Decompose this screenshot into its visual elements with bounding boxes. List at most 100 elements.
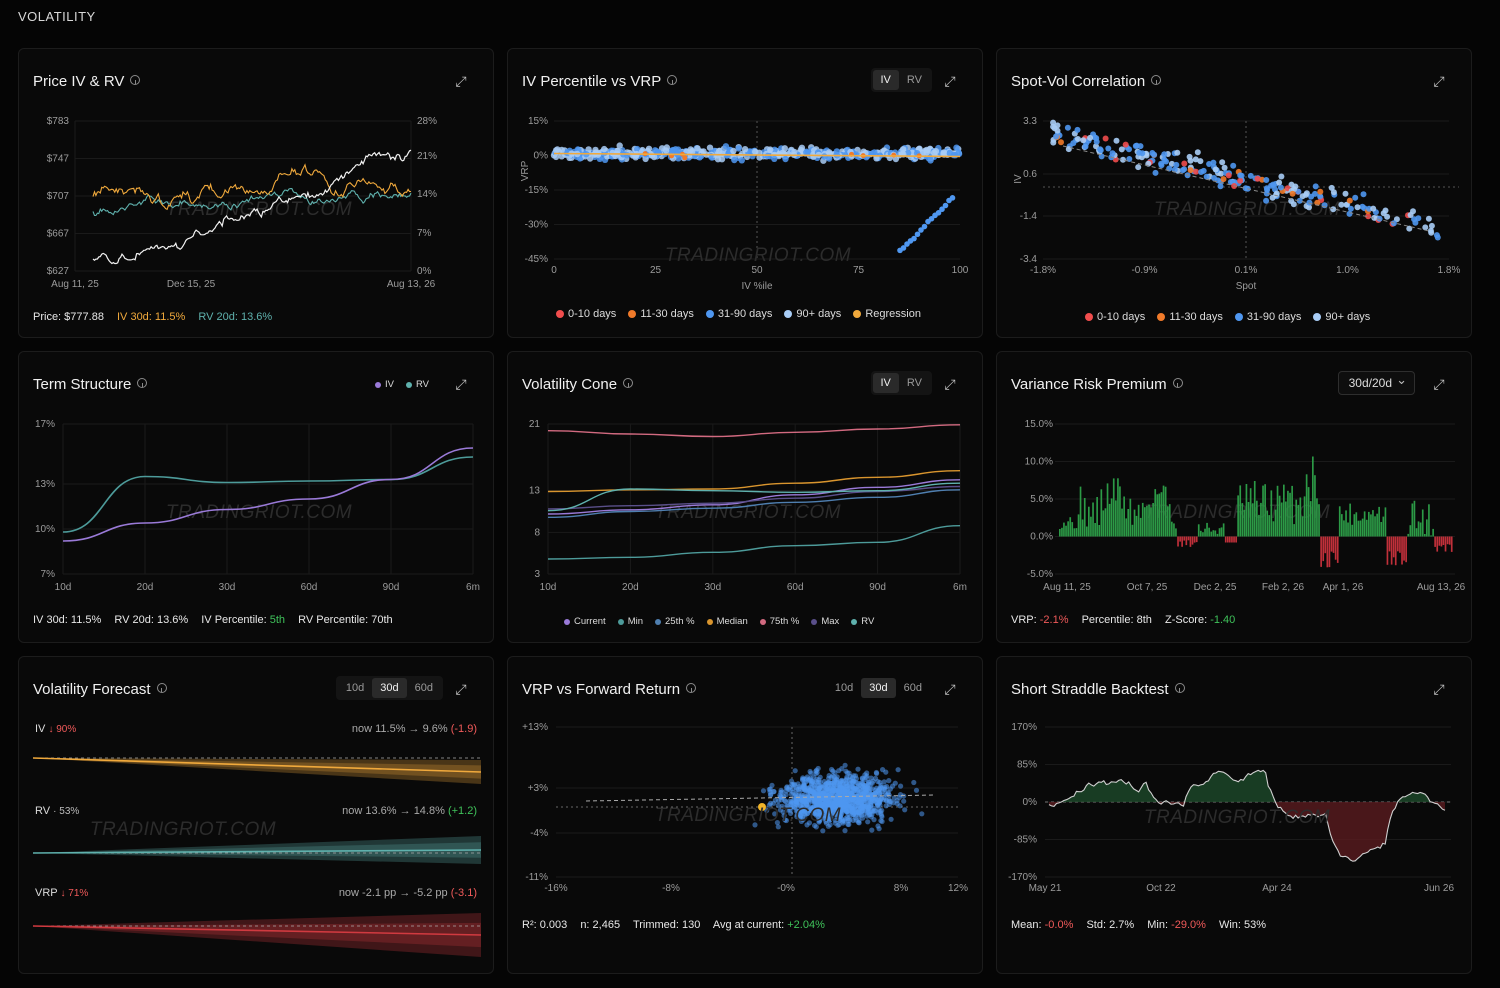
y-left-tick: $747 [47,154,70,165]
toggle-60d[interactable]: 60d [414,682,433,694]
vrp-inner-band [33,922,481,948]
legend-item[interactable]: 90+ days [1313,311,1370,323]
y-axis-label: VRP [520,160,531,181]
scatter-point [1425,215,1432,222]
legend-label: 31-90 days [1246,311,1302,323]
scatter-point [854,793,860,799]
scatter-point [860,784,866,790]
legend-item[interactable]: Max [811,616,839,627]
expand-icon[interactable]: ⤢ [455,681,467,697]
vrp-bar [1231,536,1233,543]
scatter-point [719,150,726,157]
expand-icon[interactable]: ⤢ [1433,376,1445,392]
vrp-bar [1409,525,1412,537]
series-iv [62,447,474,542]
vrp-bar [1148,504,1150,537]
scatter-point [1380,210,1387,217]
toggle-10d[interactable]: 10d [834,682,854,694]
y-tick: 0.0% [1030,532,1053,543]
horizon-toggle: 10d 30d 60d [825,676,932,700]
legend-item[interactable]: RV [851,616,874,627]
scatter-point [946,149,953,157]
expand-icon[interactable]: ⤢ [455,376,467,392]
info-icon[interactable] [1174,683,1185,693]
vrp-bar [1245,484,1248,537]
card-title-text: VRP vs Forward Return [522,681,681,698]
scatter-point [1433,232,1440,239]
legend-item[interactable]: 0-10 days [1085,311,1145,323]
scatter-points [752,762,925,834]
y-tick: -170% [1008,872,1037,883]
expand-icon[interactable]: ⤢ [944,681,956,697]
legend-item[interactable]: 75th % [759,616,799,627]
scatter-point [1296,197,1303,204]
vrp-bar [1349,503,1351,537]
legend-item[interactable]: 11-30 days [628,308,694,320]
toggle-rv[interactable]: RV [906,74,922,86]
scatter-point [1192,156,1199,163]
card-title-text: Variance Risk Premium [1011,376,1167,393]
legend-swatch [759,618,766,625]
iv-forecast-band [32,757,482,784]
legend-swatch [706,618,713,625]
scatter-point [735,145,742,152]
toggle-60d[interactable]: 60d [903,682,922,694]
legend-label: Regression [865,308,921,320]
info-icon[interactable] [623,378,634,388]
vrp-bar [1106,483,1109,537]
price-iv-rv-chart: $783 $747 $707 $667 $627 28% 21% 14% 7% 0% Aug 11,… [47,116,437,290]
scatter-point [879,814,885,820]
toggle-10d[interactable]: 10d [345,682,365,694]
legend-swatch [853,310,862,318]
scatter-point [774,820,780,826]
legend-label: Median [716,616,748,627]
legend-label: 90+ days [1325,311,1371,323]
info-icon[interactable] [137,378,148,388]
vrp-bar [1384,507,1387,537]
info-icon[interactable] [686,683,697,693]
scatter-point [1371,214,1378,221]
info-icon[interactable] [156,683,167,693]
vrp-bar [1390,536,1393,565]
toggle-iv[interactable]: IV [872,373,899,393]
legend-item[interactable]: 31-90 days [705,308,773,320]
legend-item[interactable]: 0-10 days [556,308,616,320]
x-tick: -1.8% [1030,265,1056,276]
y-tick: +3% [528,783,548,794]
vrp-bar [1365,519,1368,537]
scatter-point [771,788,777,795]
vrp-bar [1428,504,1430,537]
info-icon[interactable] [667,75,678,85]
legend-item[interactable]: 25th % [655,616,695,627]
info-icon[interactable] [1172,378,1183,388]
expand-icon[interactable]: ⤢ [1433,73,1445,89]
price-readout: Price: $777.88 [33,311,104,323]
scatter-point [791,804,797,810]
vrp-bar [1305,474,1308,537]
window-dropdown[interactable]: 30d/20d [1337,369,1415,395]
card-title: Volatility Cone [522,376,634,393]
toggle-rv[interactable]: RV [906,377,922,389]
toggle-30d[interactable]: 30d [372,678,407,698]
legend-label: 31-90 days [717,308,773,320]
vrp-bar [1309,501,1312,537]
legend-item[interactable]: Median [706,616,748,627]
scatter-point [1317,188,1324,195]
info-icon[interactable] [1151,75,1162,85]
legend-item[interactable]: 90+ days [784,308,841,320]
legend-item[interactable]: Current [564,616,606,627]
legend-item[interactable]: Min [617,616,643,627]
scatter-point [782,799,789,805]
y-tick: 17% [35,419,55,430]
toggle-30d[interactable]: 30d [861,678,896,698]
toggle-iv[interactable]: IV [872,70,899,90]
expand-icon[interactable]: ⤢ [1433,681,1445,697]
legend-item[interactable]: Regression [853,308,921,320]
expand-icon[interactable]: ⤢ [944,73,956,89]
legend-item[interactable]: 11-30 days [1157,311,1223,323]
expand-icon[interactable]: ⤢ [944,376,956,392]
legend-item[interactable]: 31-90 days [1234,311,1302,323]
info-icon[interactable] [130,75,141,85]
expand-icon[interactable]: ⤢ [455,73,467,89]
